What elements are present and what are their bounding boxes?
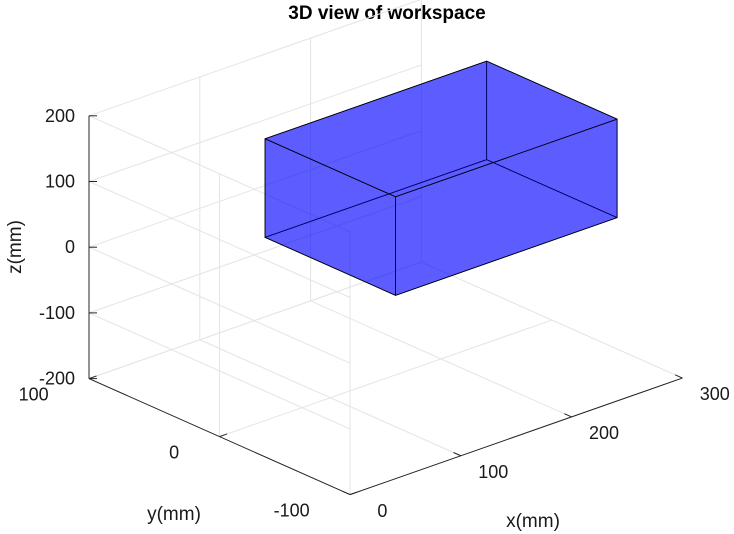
y-axis-label: y(mm) [147,504,201,525]
z-tick-label: -200 [39,369,75,389]
grid-line-y-floor [219,319,553,438]
grid-line-z-back [88,130,422,248]
grid-line-z-side [88,246,351,364]
x-tick-mark [564,413,572,418]
grid-line-z-back [88,261,422,380]
chart-title: 3D view of workspace [288,3,485,24]
x-tick-mark [674,374,683,379]
y-tick-label: 0 [169,443,179,463]
box-face-top [264,60,618,198]
workspace-box [264,60,618,296]
z-tick-label: 200 [45,106,75,126]
grid-line-z-back [88,64,422,182]
y-tick-mark [349,491,358,496]
x-axis-line [349,377,683,496]
grid-line-z-back [88,0,421,117]
z-tick-label: 0 [65,237,75,257]
y-tick-label: 100 [19,385,49,405]
grid-line-z-back [88,195,422,314]
grid-line-z-side [88,115,351,233]
x-tick-label: 300 [700,384,730,404]
x-axis-label: x(mm) [506,511,560,532]
z-tick-label: 100 [45,172,75,192]
x-tick-label: 100 [478,462,508,482]
y-tick-mark [219,433,228,438]
x-tick-label: 0 [377,501,387,521]
z-axis-label: z(mm) [5,220,26,274]
x-tick-label: 200 [589,423,619,443]
y-tick-label: -100 [274,501,310,521]
x-tick-mark [453,452,462,457]
grid-line-z-side [88,181,351,298]
x-tick-mark [342,490,351,496]
tick-marks [88,115,683,496]
z-tick-label: -100 [39,303,75,323]
grid-line-z-side [88,312,351,430]
